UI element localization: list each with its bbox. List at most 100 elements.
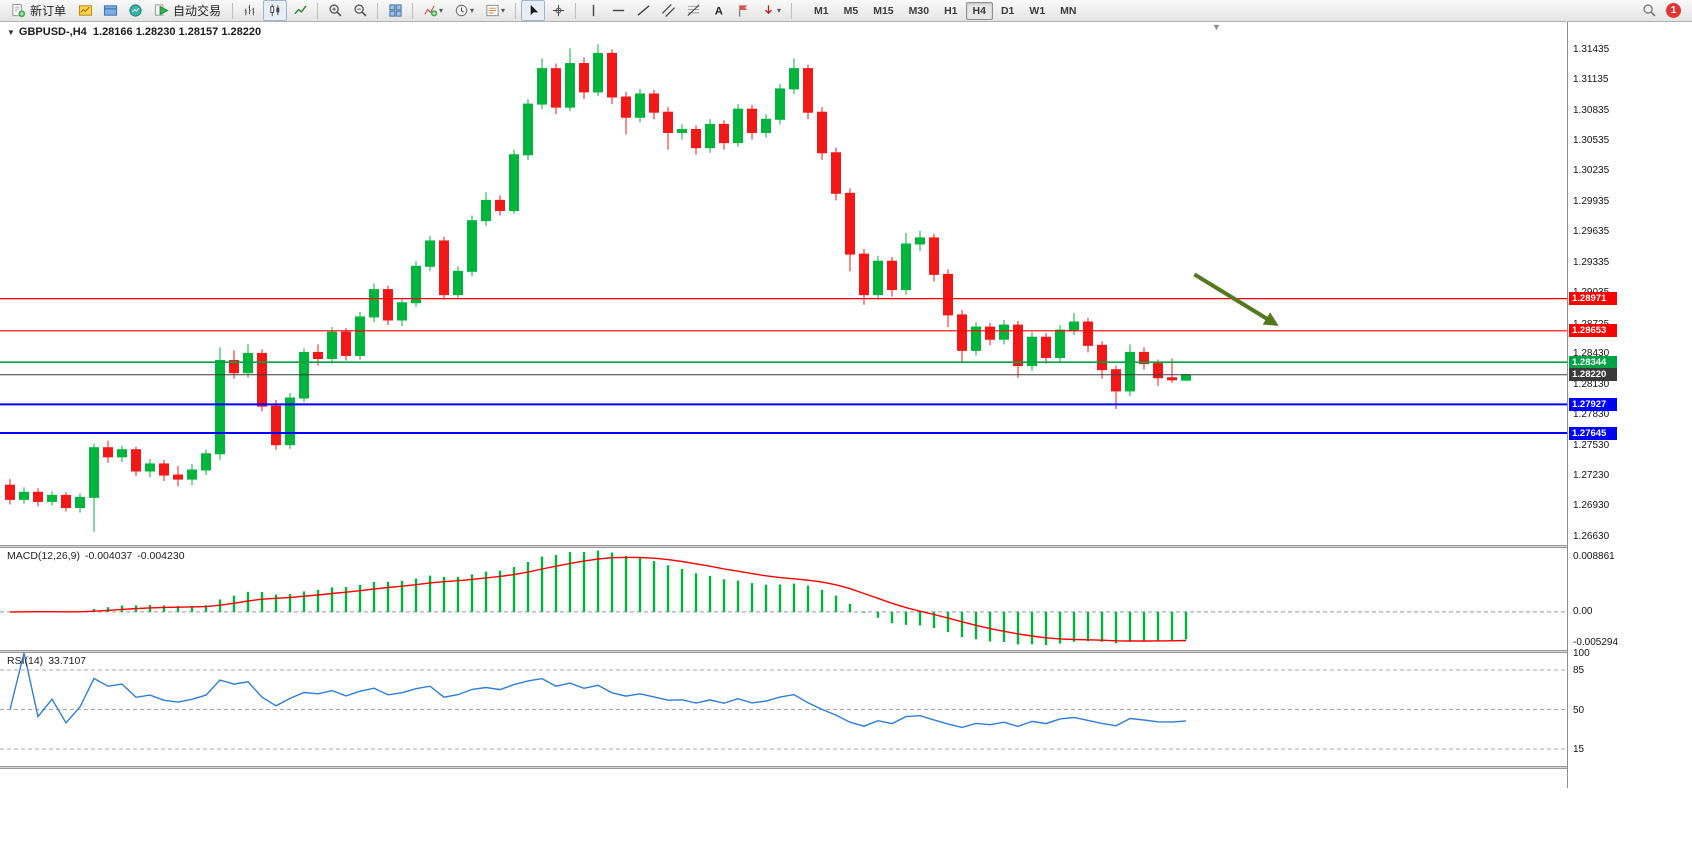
price-axis-label: 1.30835: [1573, 104, 1610, 116]
cursor-button[interactable]: [521, 0, 546, 21]
price-axis[interactable]: 1.31435 1.31135 1.30835 1.30535 1.30235 1.299…: [1567, 22, 1692, 788]
price-axis-label: 1.30235: [1573, 165, 1610, 177]
toolbar-separator: [377, 2, 379, 19]
timeframe-button-h4[interactable]: H4: [965, 1, 993, 20]
templates-button[interactable]: ▾: [480, 0, 510, 21]
candlestick-mode-button[interactable]: [263, 0, 288, 21]
timeframe-button-h1[interactable]: H1: [944, 4, 958, 17]
zoom-in-button[interactable]: [323, 0, 347, 21]
rsi-indicator-label: RSI(14) 33.7107: [7, 655, 91, 667]
dropdown-arrow-icon: ▾: [470, 6, 475, 15]
profiles-button[interactable]: [98, 0, 122, 21]
price-axis-label: 1.27830: [1573, 409, 1610, 421]
rsi-line: [9, 652, 1187, 729]
macd-histogram: [22, 550, 1188, 646]
label-tool-button[interactable]: [731, 0, 755, 21]
market-watch-button[interactable]: [123, 0, 147, 21]
fibonacci-button[interactable]: [681, 0, 705, 21]
price-axis-label: 1.31435: [1573, 43, 1610, 55]
tile-windows-icon: [388, 4, 402, 17]
autotrading-play-icon: [154, 4, 169, 16]
text-tool-button[interactable]: A: [706, 0, 730, 21]
chart-title: ▼ GBPUSD-,H4 1.28166 1.28230 1.28157 1.28…: [7, 26, 261, 38]
search-button[interactable]: [1637, 0, 1661, 21]
timeframe-button-m1[interactable]: M1: [814, 4, 829, 17]
rsi-name: RSI(14): [7, 655, 44, 667]
timeframe-button-m15[interactable]: M15: [873, 4, 894, 17]
trendline-icon: [636, 5, 650, 16]
price-axis-label: 1.29935: [1573, 195, 1610, 207]
bar-chart-icon: [244, 4, 254, 16]
crosshair-button[interactable]: [546, 0, 570, 21]
annotation-arrow[interactable]: [1193, 272, 1279, 326]
timeframe-button-mn[interactable]: MN: [1060, 4, 1077, 17]
macd-signal-value: -0.004230: [137, 550, 185, 562]
chart-canvas: [0, 44, 1567, 769]
level-price-tag: 1.28344: [1569, 355, 1617, 369]
new-order-button[interactable]: 新订单: [5, 0, 72, 21]
search-icon: [1642, 4, 1656, 17]
periods-button[interactable]: ▾: [449, 0, 479, 21]
level-price-tag: 1.28653: [1569, 324, 1617, 338]
price-axis-label: -0.005294: [1573, 637, 1619, 648]
price-axis-label: 50: [1573, 704, 1585, 716]
price-axis-label: 1.29635: [1573, 226, 1610, 238]
new-order-icon: [12, 3, 26, 18]
bar-chart-mode-button[interactable]: [238, 0, 262, 21]
new-order-label: 新订单: [30, 4, 67, 18]
toolbar-separator: [317, 2, 319, 19]
text-tool-icon: A: [714, 5, 722, 17]
channel-button[interactable]: [656, 0, 680, 21]
toolbar-separator: [575, 2, 577, 19]
rsi-value: 33.7107: [48, 655, 87, 667]
indicators-button[interactable]: ▾: [418, 0, 448, 21]
price-axis-label: 1.30535: [1573, 135, 1610, 147]
label-flag-icon: [738, 5, 747, 17]
autotrading-button[interactable]: 自动交易: [148, 0, 227, 21]
price-axis-label: 1.29335: [1573, 256, 1610, 268]
line-chart-mode-button[interactable]: [288, 0, 312, 21]
macd-main-value: -0.004037: [84, 550, 133, 562]
chart-shift-marker-icon[interactable]: ▼: [1212, 22, 1221, 32]
periods-clock-icon: [455, 4, 468, 17]
price-axis-label: 0.008861: [1573, 551, 1615, 562]
line-chart-icon: [293, 5, 307, 15]
timeframe-button-w1[interactable]: W1: [1029, 4, 1046, 17]
price-axis-label: 0.00: [1573, 606, 1593, 618]
price-axis-label: 1.26930: [1573, 500, 1610, 512]
price-axis-label: 1.26630: [1573, 530, 1610, 542]
timeframe-button-m30[interactable]: M30: [908, 4, 930, 17]
toolbar-separator: [412, 2, 414, 19]
indicators-icon: [424, 5, 438, 17]
current-price-tag: 1.28220: [1569, 368, 1617, 382]
notification-badge[interactable]: 1: [1666, 3, 1681, 18]
chart-plot[interactable]: ▼ GBPUSD-,H4 1.28166 1.28230 1.28157 1.28…: [0, 22, 1567, 769]
new-chart-button[interactable]: [73, 0, 97, 21]
horizontal-line-button[interactable]: [606, 0, 630, 21]
price-axis-label: 1.27230: [1573, 470, 1610, 482]
dropdown-arrow-icon: ▾: [501, 6, 506, 15]
toolbar-separator: [232, 2, 234, 19]
level-price-tag: 1.27645: [1569, 426, 1617, 440]
arrows-tool-button[interactable]: ▾: [756, 0, 786, 21]
trendline-button[interactable]: [631, 0, 655, 21]
crosshair-icon: [552, 4, 564, 17]
toolbar-separator: [515, 2, 517, 19]
tile-windows-button[interactable]: [383, 0, 407, 21]
one-click-collapse-icon[interactable]: ▼: [7, 28, 15, 37]
horizontal-line-icon: [612, 9, 624, 12]
autotrading-label: 自动交易: [173, 4, 222, 18]
price-axis-label: 100: [1573, 648, 1590, 659]
price-axis-label: 1.31135: [1573, 74, 1609, 86]
toolbar: 新订单 自动交易: [0, 0, 1692, 22]
zoom-out-button[interactable]: [348, 0, 372, 21]
new-chart-icon: [78, 5, 92, 16]
chart-symbol-period: GBPUSD-,H4: [18, 26, 87, 38]
timeframe-button-d1[interactable]: D1: [1000, 4, 1015, 17]
templates-icon: [486, 4, 499, 17]
timeframe-button-m5[interactable]: M5: [843, 4, 859, 17]
vertical-line-button[interactable]: [581, 0, 605, 21]
price-axis-label: 1.28430: [1573, 348, 1610, 360]
zoom-in-icon: [328, 4, 342, 17]
